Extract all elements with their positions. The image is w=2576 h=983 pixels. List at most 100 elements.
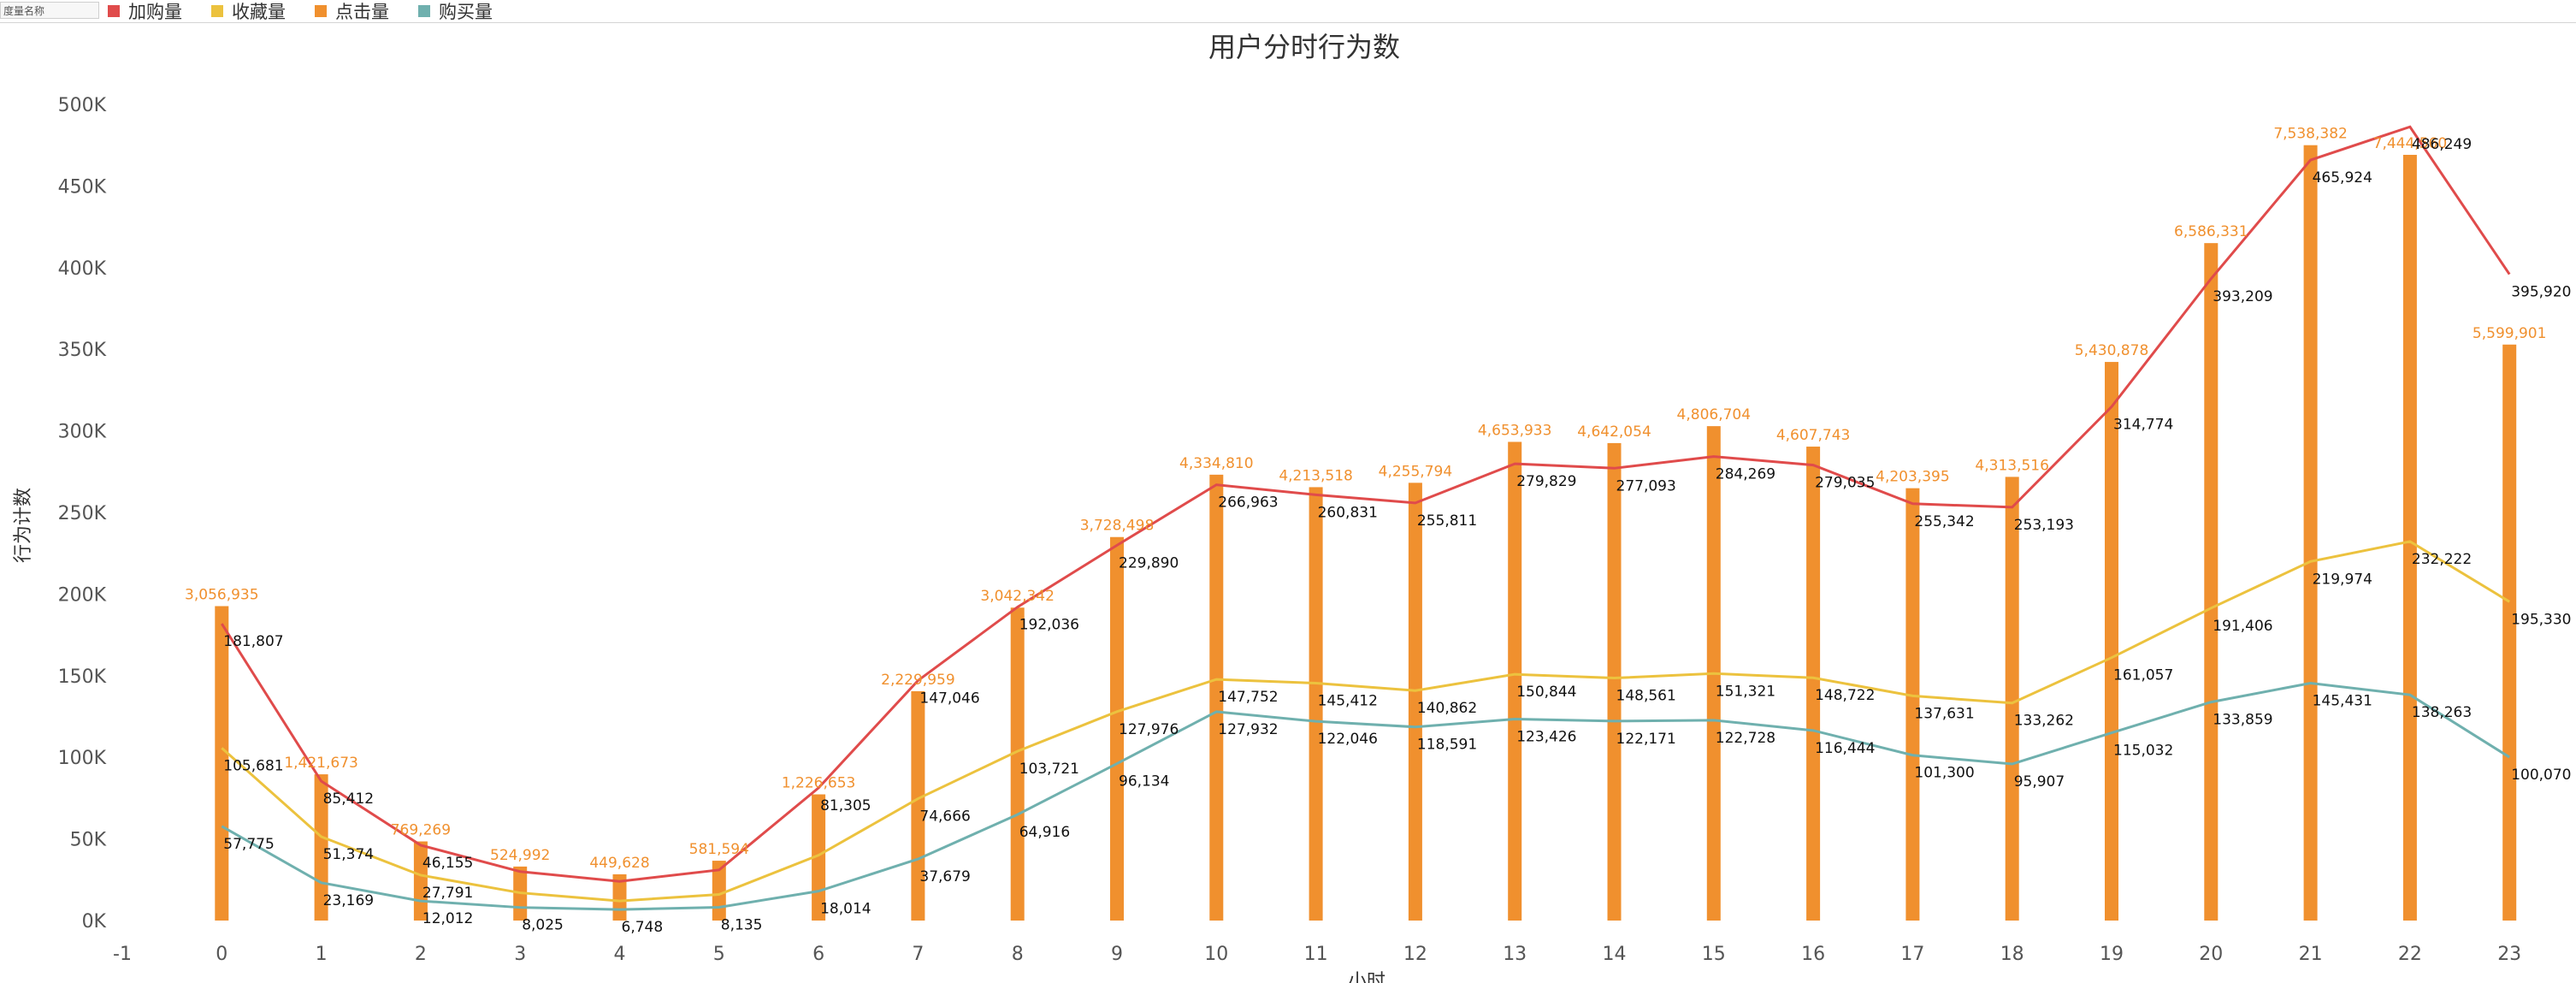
line-data-label: 122,046	[1318, 731, 1378, 748]
y-tick-label: 450K	[58, 176, 107, 198]
legend-label: 加购量	[128, 2, 182, 22]
line-data-label: 229,890	[1119, 554, 1179, 571]
line-data-label: 12,012	[422, 910, 473, 927]
x-tick-label: 21	[2299, 944, 2323, 965]
legend-swatch	[108, 5, 120, 17]
y-tick-label: 50K	[70, 830, 107, 851]
bar-data-label: 1,226,653	[782, 775, 856, 792]
bar-data-label: 4,313,516	[1975, 457, 2049, 474]
line-data-label: 191,406	[2213, 618, 2272, 635]
line-data-label: 96,134	[1119, 773, 1169, 791]
x-tick-label: 14	[1603, 944, 1627, 965]
y-tick-label: 350K	[58, 340, 107, 361]
x-tick-label: 19	[2100, 944, 2124, 965]
legend-label: 收藏量	[232, 2, 286, 22]
line-data-label: 279,035	[1815, 475, 1875, 492]
line-data-label: 133,859	[2213, 712, 2272, 729]
legend-swatch	[211, 5, 223, 17]
line-data-label: 122,728	[1716, 730, 1775, 747]
line-data-label: 85,412	[323, 791, 374, 808]
line-data-label: 115,032	[2113, 743, 2173, 760]
bar	[1408, 483, 1422, 921]
line-data-label: 37,679	[919, 868, 970, 885]
bar-data-label: 7,538,382	[2273, 126, 2348, 143]
legend-label: 点击量	[335, 2, 389, 22]
line-data-label: 393,209	[2213, 288, 2272, 305]
line-data-label: 138,263	[2412, 704, 2472, 721]
line-data-label: 133,262	[2014, 713, 2074, 730]
bar	[2303, 145, 2318, 921]
line-data-label: 27,791	[422, 885, 473, 902]
line-data-label: 64,916	[1019, 824, 1070, 841]
line-data-label: 486,249	[2412, 136, 2472, 153]
line-data-label: 150,844	[1516, 684, 1576, 701]
x-tick-label: 13	[1503, 944, 1527, 965]
legend-item[interactable]: 收藏量	[211, 0, 286, 24]
bar-data-label: 4,334,810	[1179, 455, 1254, 472]
line-data-label: 127,932	[1218, 721, 1278, 738]
bar-data-label: 449,628	[589, 855, 649, 872]
line-data-label: 81,305	[820, 797, 871, 814]
line-data-label: 123,426	[1516, 729, 1576, 746]
bar-data-label: 5,430,878	[2075, 342, 2149, 359]
line-data-label: 145,412	[1318, 693, 1378, 710]
bar	[1209, 474, 1224, 921]
line-data-label: 118,591	[1417, 737, 1477, 754]
measure-names-filter[interactable]: 度量名称	[0, 2, 99, 19]
line-data-label: 181,807	[223, 633, 283, 650]
x-tick-label: 15	[1702, 944, 1726, 965]
x-tick-label: 10	[1204, 944, 1228, 965]
bar	[413, 841, 428, 921]
line-label-group: 181,807 85,412 46,155 81,305 147,046 192,036 2…	[223, 136, 2571, 936]
bar-data-label: 3,042,342	[980, 588, 1055, 605]
bar	[1309, 487, 1323, 921]
bar	[2105, 362, 2118, 921]
line-data-label: 148,722	[1815, 687, 1875, 704]
x-tick-label: 22	[2398, 944, 2422, 965]
line-data-label: 255,811	[1417, 512, 1477, 530]
y-tick-label: 0K	[82, 911, 107, 933]
bar-data-label: 4,642,054	[1577, 423, 1651, 441]
line-data-label: 8,025	[522, 917, 564, 934]
legend: 加购量 收藏量 点击量 购买量	[108, 0, 522, 22]
y-axis: 0K 50K 100K 150K 200K 250K 300K 350K 400K 450K 500…	[58, 95, 107, 933]
line-data-label: 6,748	[622, 919, 664, 936]
x-tick-label: 8	[1012, 944, 1024, 965]
bar-data-label: 5,599,901	[2473, 325, 2547, 342]
bar-data-label: 3,056,935	[185, 586, 259, 603]
bar-data-label: 524,992	[490, 847, 550, 864]
bar	[1010, 607, 1025, 921]
measure-names-bar: 度量名称 加购量 收藏量 点击量 购买量	[0, 0, 2576, 23]
x-tick-label: 6	[812, 944, 824, 965]
x-tick-label: 7	[912, 944, 924, 965]
line-data-label: 127,976	[1119, 721, 1179, 738]
legend-item[interactable]: 点击量	[315, 0, 389, 24]
line-data-label: 192,036	[1019, 617, 1079, 634]
x-tick-label: -1	[113, 944, 132, 965]
bar	[2502, 344, 2517, 921]
bar-data-label: 581,594	[689, 841, 749, 858]
x-tick-label: 20	[2199, 944, 2223, 965]
x-tick-label: 18	[2000, 944, 2024, 965]
bar-data-label: 3,728,498	[1080, 518, 1155, 535]
line-data-label: 314,774	[2113, 416, 2173, 433]
line-data-label: 51,374	[323, 846, 374, 863]
line-data-label: 46,155	[422, 855, 473, 872]
legend-item[interactable]: 加购量	[108, 0, 182, 24]
line-series	[221, 125, 2511, 883]
line-data-label: 195,330	[2511, 611, 2571, 628]
bar	[1905, 488, 1920, 921]
bar	[2005, 477, 2019, 921]
bar-series	[215, 145, 2517, 921]
line-data-label: 395,920	[2511, 284, 2571, 301]
y-tick-label: 200K	[58, 584, 107, 606]
x-tick-label: 4	[614, 944, 626, 965]
x-axis-label: 小时	[1348, 971, 1385, 983]
x-tick-label: 1	[316, 944, 328, 965]
x-tick-label: 3	[514, 944, 526, 965]
bar-data-label: 4,203,395	[1876, 469, 1950, 486]
bar	[911, 690, 925, 921]
legend-swatch	[418, 5, 430, 17]
legend-item[interactable]: 购买量	[418, 0, 493, 24]
y-tick-label: 500K	[58, 95, 107, 116]
